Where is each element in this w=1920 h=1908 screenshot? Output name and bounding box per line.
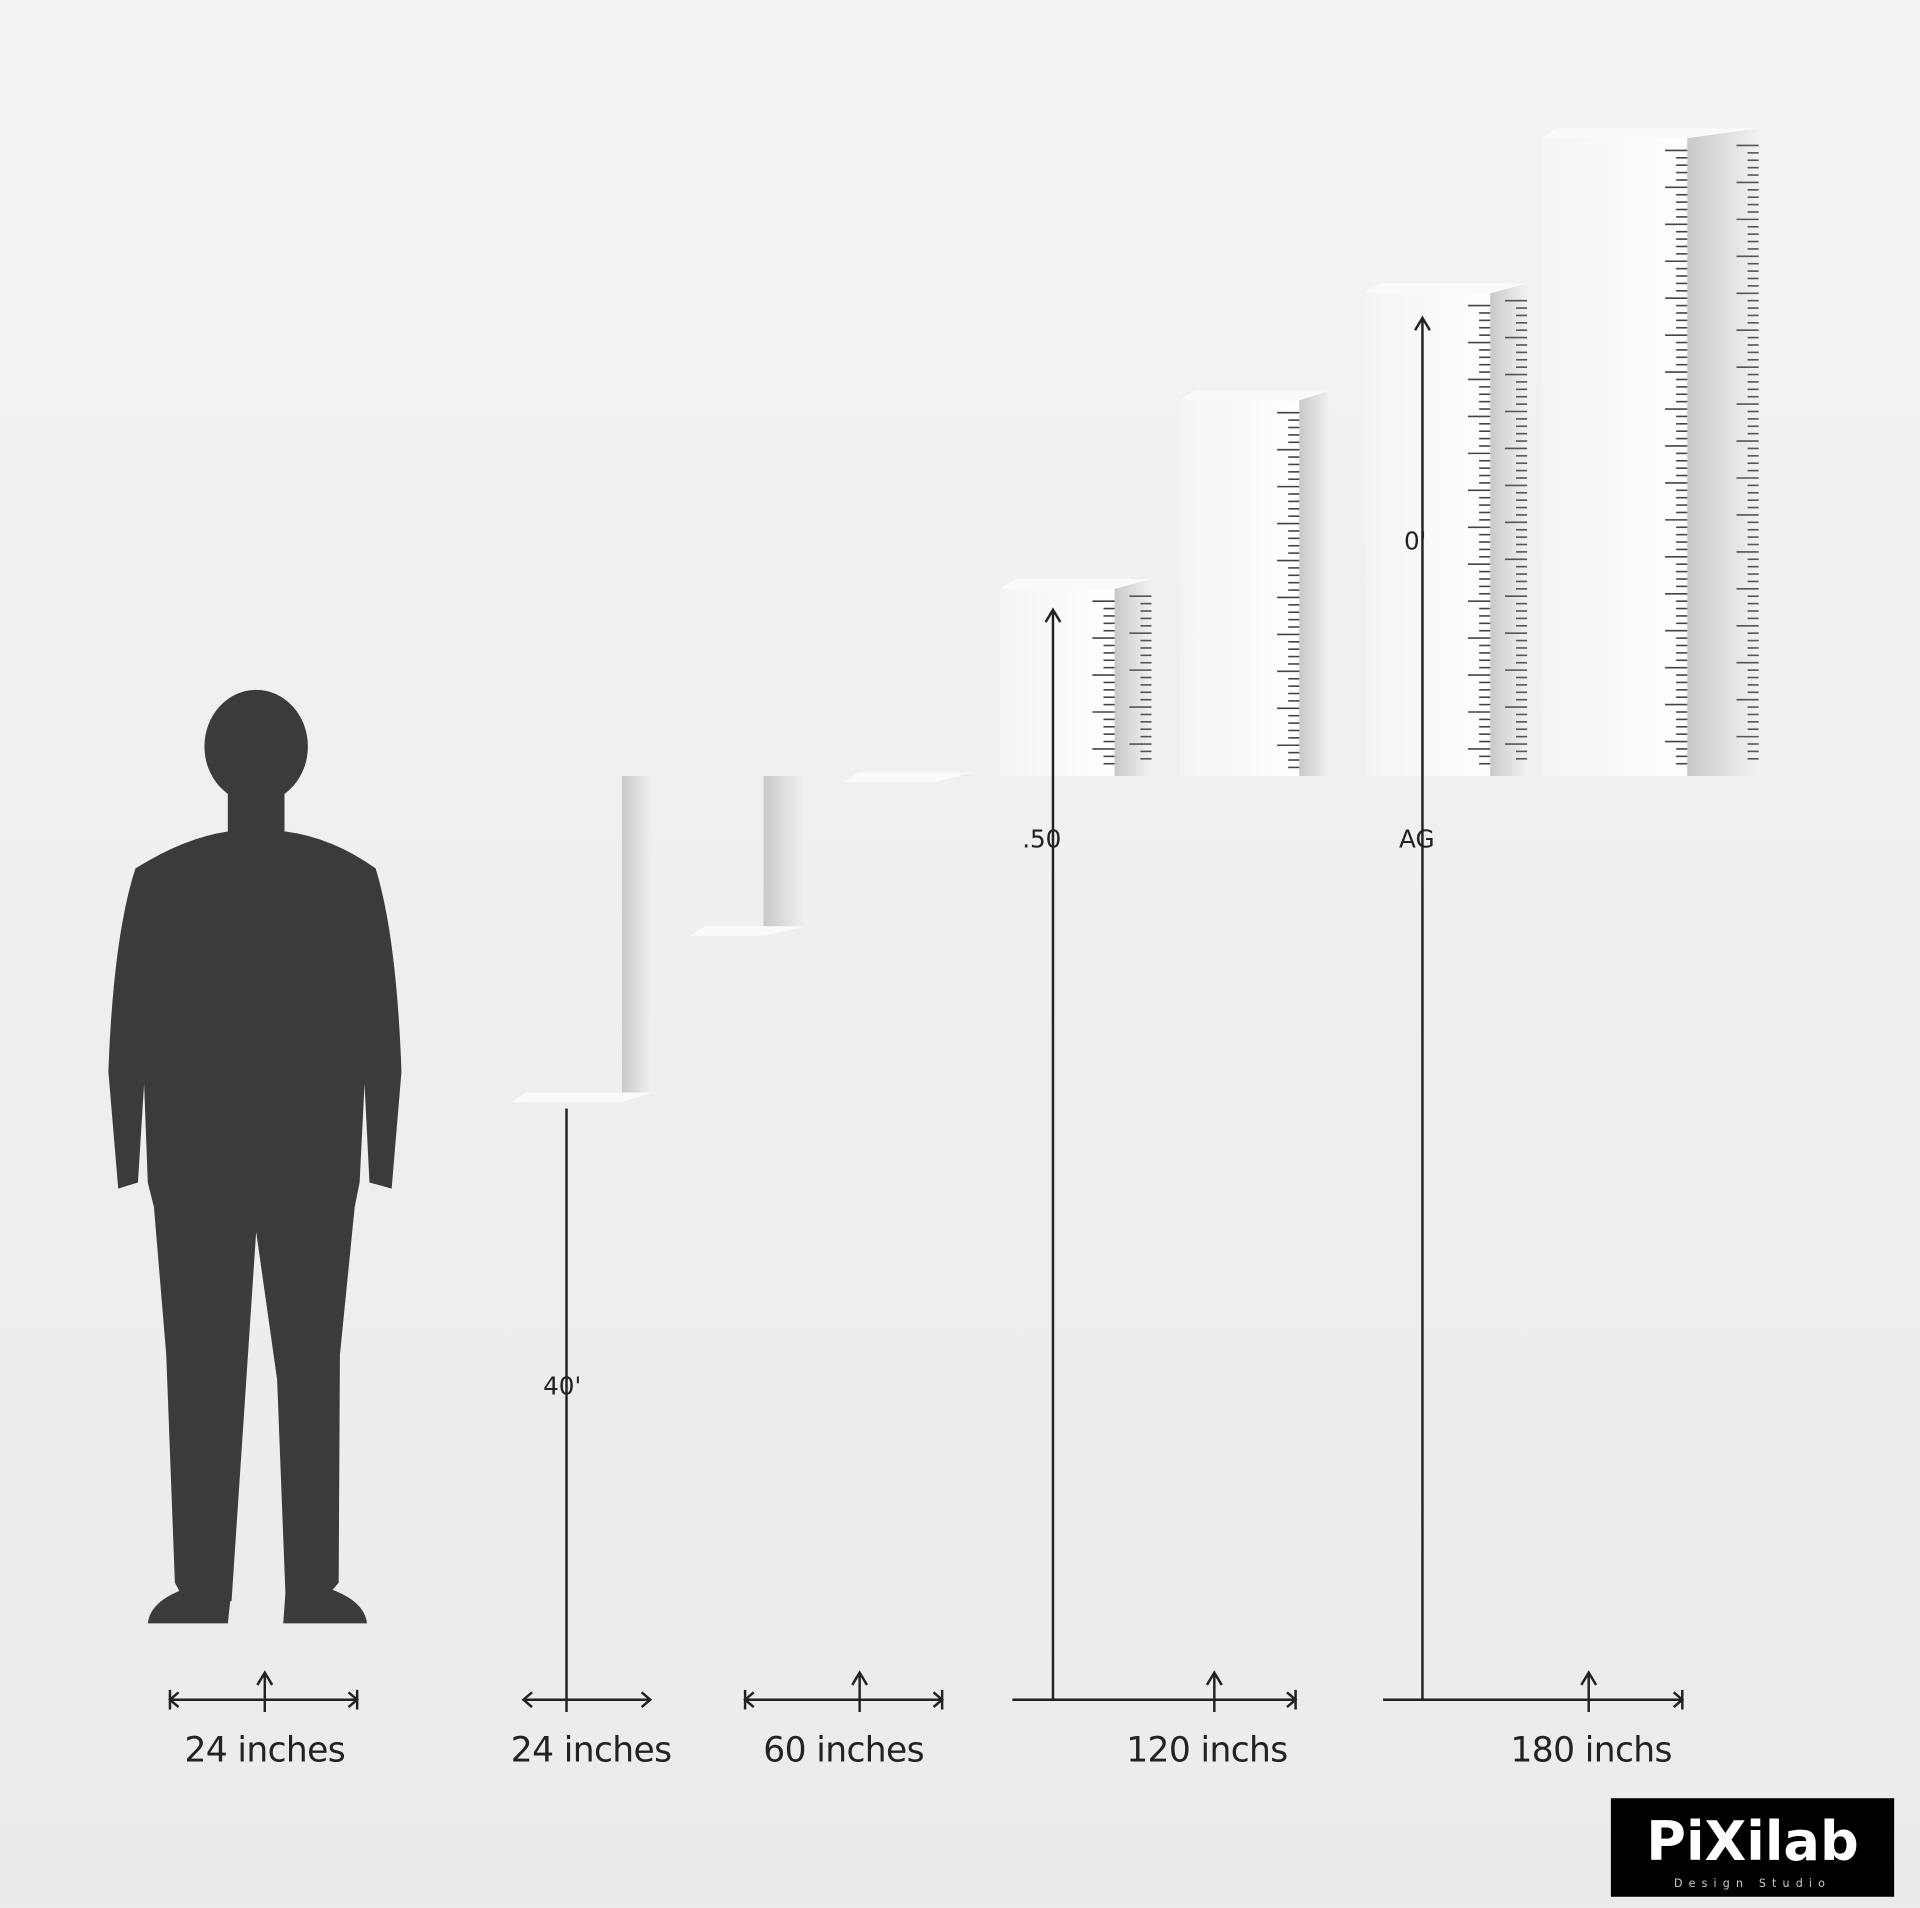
block-side [1490, 283, 1528, 777]
block-top [1179, 390, 1331, 401]
dimension-label: 120 inchs [1126, 1730, 1287, 1770]
block-side [1687, 128, 1759, 777]
block-side [1299, 390, 1331, 777]
dimension-label: 60 inches [763, 1730, 924, 1770]
logo-name: PiXilab [1646, 1810, 1859, 1873]
block-front [1000, 588, 1115, 777]
dimension-label: 24 inches [511, 1730, 672, 1770]
dimension-arrows [168, 315, 1685, 1713]
ruler-label: 40' [543, 1371, 581, 1400]
dimension-label: 180 inchs [1510, 1730, 1671, 1770]
person-silhouette [108, 689, 402, 1624]
logo-box [1610, 1798, 1895, 1897]
block-front [1364, 293, 1491, 777]
ruler-label: AG [1399, 824, 1435, 853]
blocks [511, 128, 1759, 1103]
block-front [1179, 400, 1300, 777]
ruler-label: 0' [1404, 526, 1426, 555]
block-side [763, 776, 807, 937]
block-top [689, 926, 807, 937]
block-side [621, 776, 653, 1103]
block-front [1541, 138, 1688, 777]
block-top [1541, 128, 1759, 139]
logo-tagline: Design Studio [1674, 1877, 1831, 1890]
block-top [1364, 283, 1528, 294]
block-side [1114, 578, 1152, 777]
block-top [1000, 578, 1152, 589]
dimension-label: 24 inches [184, 1730, 345, 1770]
block-top [843, 772, 973, 783]
block-top [511, 1092, 653, 1103]
ruler-label: .50 [1022, 824, 1061, 853]
logo: PiXilab Design Studio [1610, 1798, 1895, 1897]
